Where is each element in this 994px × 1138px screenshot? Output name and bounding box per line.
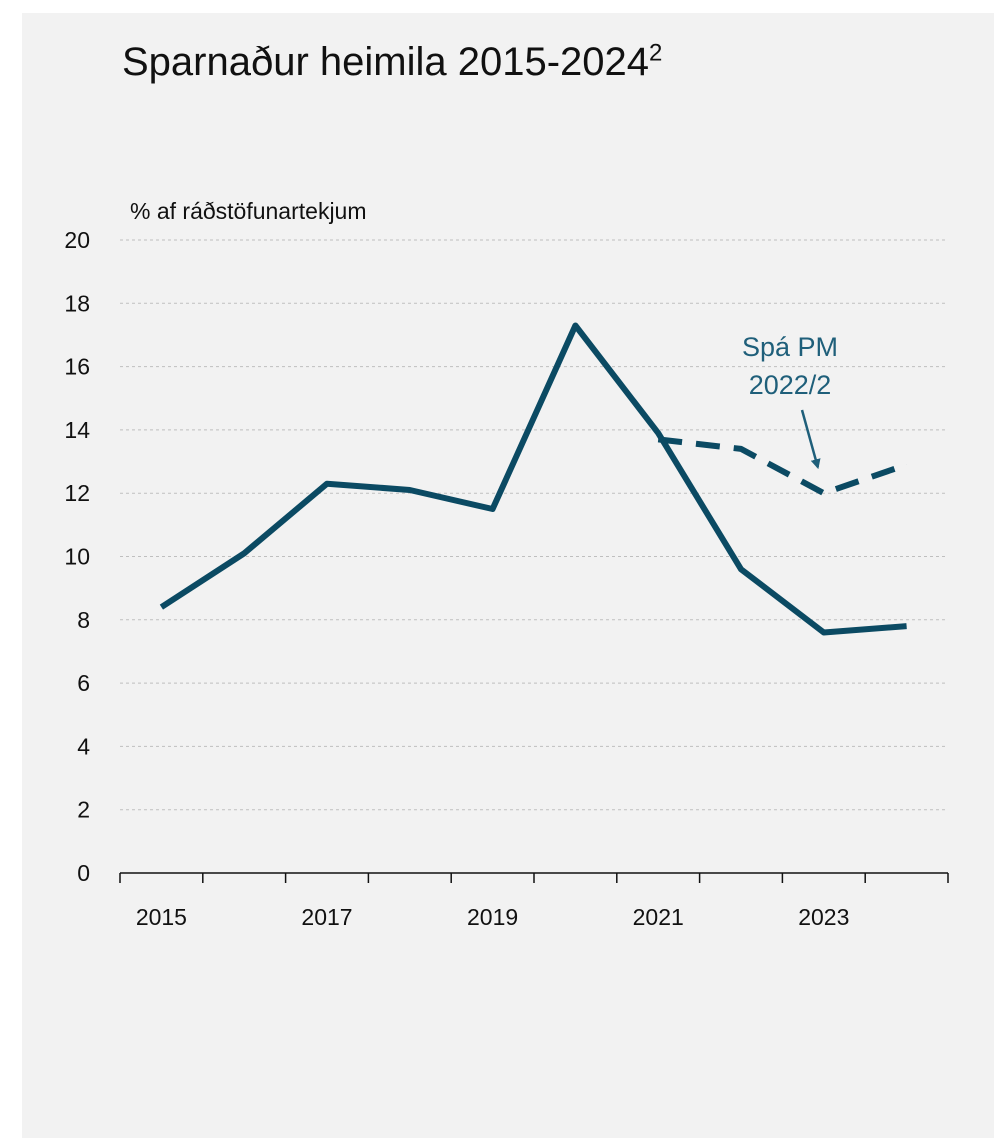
annotation-arrow (800, 409, 821, 470)
x-tick-label: 2017 (301, 904, 352, 930)
y-tick-label: 0 (77, 860, 90, 886)
y-tick-label: 10 (64, 544, 90, 570)
y-tick-label: 12 (64, 480, 90, 506)
x-tick-label: 2015 (136, 904, 187, 930)
y-tick-label: 14 (64, 417, 90, 443)
y-tick-label: 6 (77, 670, 90, 696)
y-tick-label: 18 (64, 290, 90, 316)
y-tick-label: 8 (77, 607, 90, 633)
y-tick-label: 16 (64, 354, 90, 380)
x-tick-label: 2021 (633, 904, 684, 930)
chart-title: Sparnaður heimila 2015-20242 (122, 39, 663, 84)
y-tick-labels: 0 2 4 6 8 10 12 14 16 18 20 (64, 227, 90, 886)
chart-panel (22, 13, 994, 1138)
x-tick-label: 2019 (467, 904, 518, 930)
x-axis: 2015 2017 2019 2021 2023 (119, 872, 949, 930)
annotation-text: Spá PM (742, 332, 838, 362)
y-tick-label: 4 (77, 733, 90, 759)
annotation-text: 2022/2 (749, 370, 832, 400)
chart-title-superscript: 2 (649, 39, 663, 67)
chart-title-text: Sparnaður heimila 2015-2024 (122, 40, 650, 84)
annotation-layer: Spá PM 2022/2 (742, 332, 838, 470)
forecast-series-line (657, 436, 908, 497)
y-tick-label: 2 (77, 797, 90, 823)
series-layer (159, 322, 908, 636)
forecast-annotation: Spá PM 2022/2 (742, 332, 838, 470)
y-tick-label: 20 (64, 227, 90, 253)
y-axis-label: % af ráðstöfunartekjum (130, 198, 367, 224)
actual-series-line (159, 322, 907, 636)
gridlines (120, 239, 948, 811)
x-tick-label: 2023 (798, 904, 849, 930)
